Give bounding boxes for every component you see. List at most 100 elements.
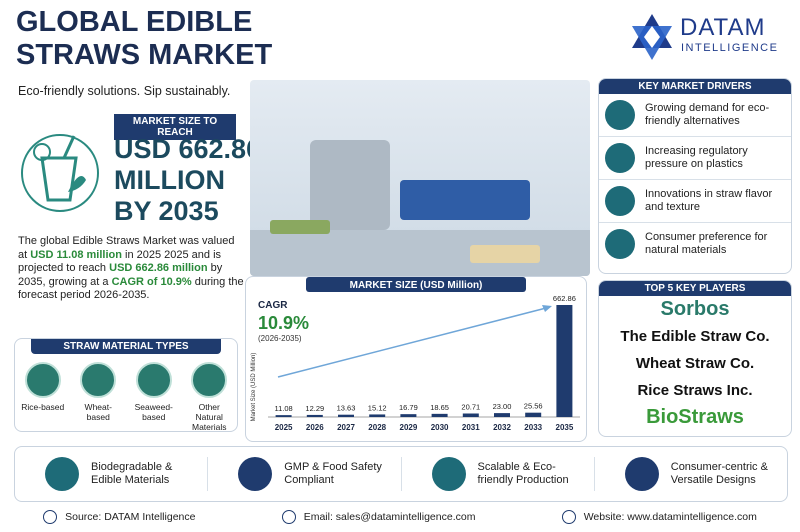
description-part: in 2025 2025 and is projected to reach — [18, 248, 222, 275]
driver-text: Innovations in straw flavor and texture — [645, 188, 773, 213]
bar — [494, 413, 510, 417]
x-tick-label: 2032 — [493, 423, 511, 432]
driver-text: Increasing regulatory pressure on plasti… — [645, 145, 748, 170]
value-label: 18.65 — [430, 403, 449, 412]
description-part: USD 11.08 million — [30, 248, 122, 261]
footer-icon — [43, 510, 58, 524]
machine — [400, 180, 530, 220]
material-icon — [80, 362, 117, 398]
material-label: Seaweed-based — [134, 402, 173, 422]
photo — [250, 80, 590, 276]
footer-text: Source: DATAM Intelligence — [65, 511, 196, 523]
straws — [470, 245, 540, 263]
bar — [369, 414, 386, 417]
logo-name: DATAM — [680, 14, 766, 41]
x-tick-label: 2035 — [556, 423, 574, 432]
x-tick-label: 2030 — [431, 423, 449, 432]
value-label: 20.71 — [461, 403, 480, 412]
chart-title-bg — [306, 277, 526, 292]
bar — [306, 414, 323, 417]
driver-icon — [605, 100, 635, 130]
player: Wheat Straw Co. — [635, 355, 755, 372]
straws — [270, 220, 330, 234]
x-tick-label: 2028 — [368, 423, 386, 432]
value-label: 12.29 — [305, 404, 324, 413]
driver-text: Growing demand for eco-friendly alternat… — [645, 102, 770, 127]
driver-icon — [605, 186, 635, 216]
drivers-title: KEY MARKET DRIVERS — [599, 79, 791, 94]
materials-box: STRAW MATERIAL TYPES Rice-based Wheat-bas… — [14, 338, 238, 432]
player: BioStraws — [646, 406, 744, 428]
description: The global Edible Straws Market was valu… — [18, 235, 246, 303]
footer-icon — [281, 510, 296, 524]
material: Rice-based — [18, 362, 68, 432]
description-part: The global Edible Straws Market was valu… — [18, 235, 235, 261]
value-label: 15.12 — [368, 403, 387, 412]
feature-text: Scalable & Eco-friendly Production — [477, 461, 569, 486]
feature-icon — [624, 457, 659, 491]
player: Rice Straws Inc. — [637, 382, 753, 399]
driver: Consumer preference for natural material… — [599, 223, 791, 265]
bar — [556, 305, 573, 417]
footer-item: Website: www.datamintelligence.com — [561, 510, 757, 524]
materials-title: STRAW MATERIAL TYPES — [31, 339, 221, 354]
material-label: Wheat-based — [84, 402, 112, 422]
bar — [338, 414, 354, 417]
cagr-label: CAGR — [258, 300, 288, 311]
feature: GMP & Food Safety Compliant — [208, 457, 402, 491]
x-tick-label: 2029 — [400, 423, 418, 432]
footer-item: Email: sales@datamintelligence.com — [281, 510, 476, 524]
material-icon — [135, 362, 172, 398]
chart-box: MARKET SIZE (USD Million) CAGR 10.9% (2026-… — [245, 276, 587, 442]
trend-arrow-head — [542, 305, 552, 312]
drivers-list: Growing demand for eco-friendly alternat… — [599, 94, 791, 265]
footer-text: Email: sales@datamintelligence.com — [303, 511, 476, 523]
materials-list: Rice-based Wheat-based Seaweed-based Other … — [15, 362, 237, 432]
machine — [310, 140, 390, 230]
driver: Increasing regulatory pressure on plasti… — [599, 137, 791, 180]
value-label: 25.56 — [524, 402, 543, 411]
chart-title: MARKET SIZE (USD Million) — [350, 280, 483, 291]
value-label: 16.79 — [399, 403, 418, 412]
value-label: 13.63 — [337, 404, 356, 413]
driver-icon — [605, 229, 635, 259]
y-axis-label: Market Size (USD Million) — [251, 353, 257, 422]
features: Biodegradable & Edible Materials GMP & Fo… — [14, 446, 788, 502]
players-list: Sorbos The Edible Straw Co. Wheat Straw Co… — [599, 296, 791, 431]
driver: Innovations in straw flavor and texture — [599, 180, 791, 223]
x-tick-label: 2031 — [462, 423, 480, 432]
bar — [462, 413, 479, 417]
description-part: by 2035, growing at a — [18, 262, 223, 288]
cagr-value: 10.9% — [258, 313, 309, 333]
material-icon — [191, 362, 228, 398]
feature-icon — [431, 457, 466, 491]
value-label: 662.86 — [553, 294, 576, 303]
material: Wheat-based — [73, 362, 123, 432]
footer-item: Source: DATAM Intelligence — [43, 510, 195, 524]
chart: MARKET SIZE (USD Million) CAGR 10.9%(2026-… — [251, 277, 580, 432]
logo-mark — [632, 14, 672, 60]
players-title: TOP 5 KEY PLAYERS — [599, 281, 791, 296]
cagr-period: (2026-2035) — [258, 334, 302, 343]
x-tick-label: 2027 — [337, 423, 355, 432]
value-label: 11.08 — [274, 404, 292, 413]
drivers-box: KEY MARKET DRIVERS Growing demand for ec… — [598, 78, 792, 274]
logo-sub: INTELLIGENCE — [681, 42, 779, 54]
bar — [400, 414, 417, 417]
player: The Edible Straw Co. — [620, 328, 770, 345]
feature-text: GMP & Food Safety Compliant — [284, 461, 382, 486]
player: Sorbos — [660, 298, 730, 320]
value-label: 23.00 — [493, 402, 512, 411]
feature: Consumer-centric & Versatile Designs — [595, 457, 787, 491]
x-tick-label: 2033 — [524, 423, 542, 432]
feature-icon — [45, 457, 79, 491]
x-tick-label: 2026 — [306, 423, 324, 432]
material-label: Rice-based — [21, 402, 65, 412]
driver-text: Consumer preference for natural material… — [645, 231, 768, 256]
bar — [431, 413, 448, 417]
glass-icon — [21, 134, 99, 212]
material-label: Other Natural Materials — [192, 402, 227, 432]
driver-icon — [605, 143, 635, 173]
driver: Growing demand for eco-friendly alternat… — [599, 94, 791, 137]
